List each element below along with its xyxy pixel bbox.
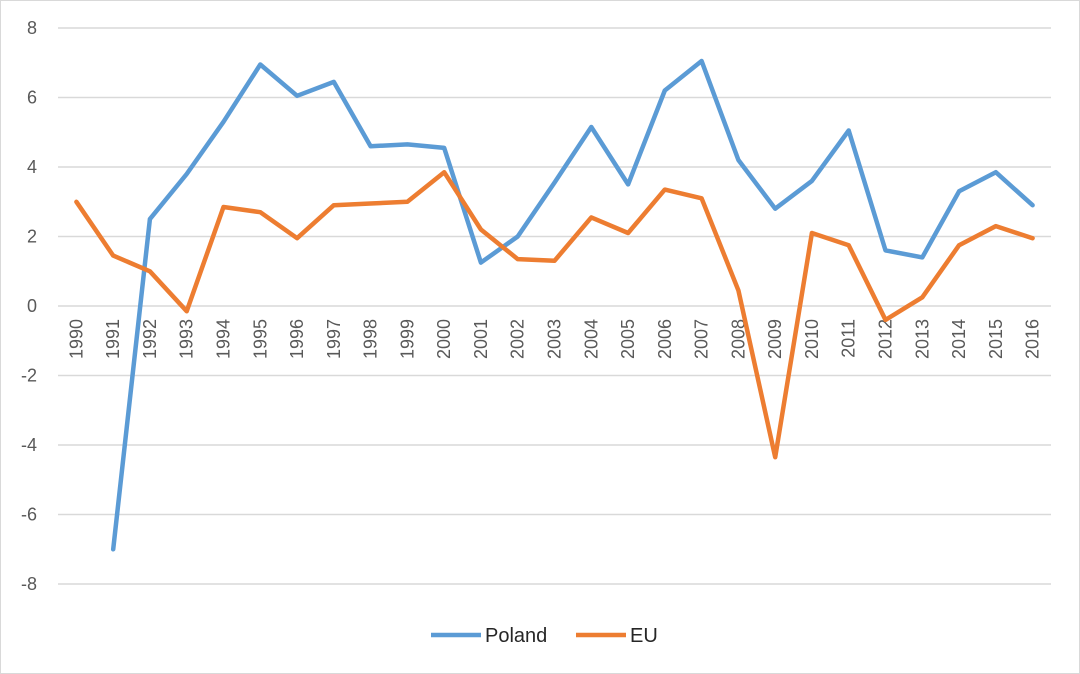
x-tick-label: 2001 <box>471 319 491 359</box>
x-tick-label: 1996 <box>287 319 307 359</box>
x-tick-label: 2013 <box>912 319 932 359</box>
x-tick-label: 1992 <box>140 319 160 359</box>
y-tick-label: 6 <box>27 88 37 108</box>
x-tick-label: 2005 <box>618 319 638 359</box>
series-lines <box>74 58 1035 552</box>
x-tick-label: 2000 <box>434 319 454 359</box>
y-tick-label: 4 <box>27 157 37 177</box>
y-tick-label: -8 <box>21 574 37 594</box>
x-tick-label: 2014 <box>949 319 969 359</box>
x-tick-label: 1990 <box>66 319 86 359</box>
x-tick-label: 2004 <box>581 319 601 359</box>
x-tick-label: 2009 <box>765 319 785 359</box>
x-tick-label: 2002 <box>508 319 528 359</box>
series-line-poland <box>110 58 1035 552</box>
x-tick-label: 2012 <box>876 319 896 359</box>
x-tick-label: 1994 <box>214 319 234 359</box>
x-tick-label: 2010 <box>802 319 822 359</box>
x-tick-label: 2007 <box>692 319 712 359</box>
legend-label: Poland <box>485 625 547 647</box>
x-tick-label: 1993 <box>177 319 197 359</box>
legend: Poland EU <box>431 625 658 647</box>
x-axis-ticks: 1990 1991 1992 1993 1994 1995 1996 1997 1998 1999… <box>66 319 1042 359</box>
x-tick-label: 2011 <box>839 319 859 358</box>
x-tick-label: 2006 <box>655 319 675 359</box>
x-tick-label: 1998 <box>361 319 381 359</box>
x-tick-label: 1997 <box>324 319 344 359</box>
y-tick-label: -6 <box>21 505 37 525</box>
series-line-eu <box>74 169 1035 460</box>
x-tick-label: 2008 <box>728 319 748 359</box>
y-tick-label: 0 <box>27 296 37 316</box>
legend-label: EU <box>630 625 658 647</box>
x-tick-label: 2003 <box>545 319 565 359</box>
y-axis-ticks: -8 -6 -4 -2 0 2 4 6 8 <box>21 18 37 594</box>
x-tick-label: 2015 <box>986 319 1006 359</box>
y-tick-label: 8 <box>27 18 37 38</box>
y-tick-label: -4 <box>21 435 37 455</box>
legend-item-eu: EU <box>576 625 658 647</box>
x-tick-label: 1999 <box>397 319 417 359</box>
legend-item-poland: Poland <box>431 625 547 647</box>
x-tick-label: 1991 <box>103 319 123 359</box>
y-tick-label: 2 <box>27 227 37 247</box>
x-tick-label: 2016 <box>1023 319 1043 359</box>
gridlines <box>58 27 1051 585</box>
x-tick-label: 1995 <box>250 319 270 359</box>
y-tick-label: -2 <box>21 366 37 386</box>
